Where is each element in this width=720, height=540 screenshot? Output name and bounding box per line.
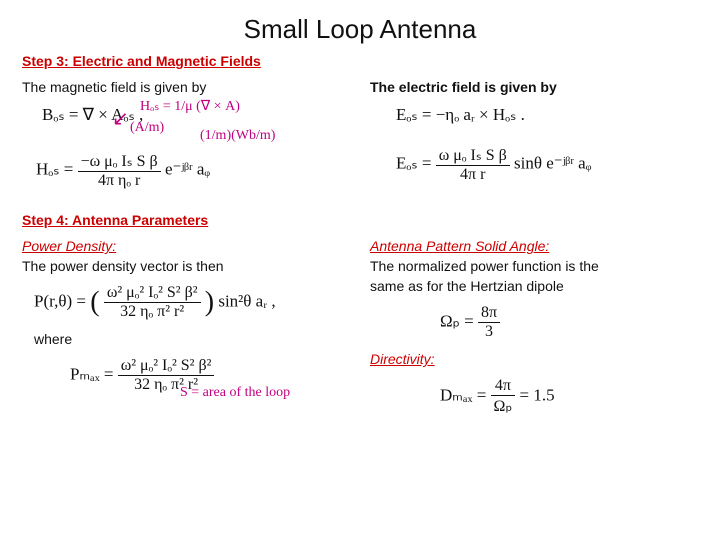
solid-angle-intro2: same as for the Hertzian dipole (370, 278, 698, 294)
eq-eos2-num: ω μₒ Iₛ S β (436, 145, 510, 166)
eq-eos2-lhs: Eₒₛ = (396, 153, 431, 172)
eq-eos2: Eₒₛ = ω μₒ Iₛ S β 4π r sinθ e⁻ʲᵝʳ aᵩ (396, 145, 698, 184)
step3-right-intro: The electric field is given by (370, 79, 698, 95)
step4-heading: Step 4: Antenna Parameters (22, 212, 698, 228)
eq-p: P(r,θ) = ( ω² μₒ² Iₒ² S² β² 32 ηₒ π² r² … (34, 284, 350, 321)
eq-eos2-frac: ω μₒ Iₛ S β 4π r (436, 145, 510, 184)
eq-dmax-frac: 4π Ωₚ (491, 377, 516, 416)
handnote-1: Hₒₛ = 1/μ (∇ × A) (140, 98, 240, 115)
solid-angle-intro1: The normalized power function is the (370, 258, 698, 274)
page-title: Small Loop Antenna (22, 14, 698, 45)
eq-dmax-num: 4π (491, 377, 516, 396)
eq-hos-tail: e⁻ʲᵝʳ aᵩ (165, 159, 210, 178)
handnote-2: (A/m) (130, 120, 164, 136)
eq-eos1: Eₒₛ = −ηₒ aᵣ × Hₒₛ . (396, 105, 698, 125)
eq-eos2-tail: sinθ e⁻ʲᵝʳ aᵩ (514, 153, 591, 172)
solid-angle-hdr: Antenna Pattern Solid Angle: (370, 238, 698, 254)
eq-p-den: 32 ηₒ π² r² (104, 303, 201, 321)
eq-dmax-val: = 1.5 (520, 385, 555, 404)
eq-p-lhs: P(r,θ) = (34, 291, 86, 310)
eq-dmax-lhs: Dₘₐₓ = (440, 385, 486, 404)
step4-right: Antenna Pattern Solid Angle: The normali… (370, 234, 698, 426)
power-density-hdr: Power Density: (22, 238, 350, 254)
eq-hos: Hₒₛ = −ω μₒ Iₛ S β 4π ηₒ r e⁻ʲᵝʳ aᵩ (36, 151, 350, 190)
eq-hos-num: −ω μₒ Iₛ S β (78, 151, 161, 172)
step3-left-intro: The magnetic field is given by (22, 79, 350, 95)
eq-p-frac: ω² μₒ² Iₒ² S² β² 32 ηₒ π² r² (104, 284, 201, 321)
eq-dmax-den: Ωₚ (491, 396, 516, 416)
eq-omega-den: 3 (478, 323, 500, 341)
eq-dmax: Dₘₐₓ = 4π Ωₚ = 1.5 (440, 377, 698, 416)
lparen-icon: ( (90, 287, 99, 318)
step4-columns: Power Density: The power density vector … (22, 234, 698, 426)
power-density-intro: The power density vector is then (22, 258, 350, 274)
eq-eos2-den: 4π r (436, 166, 510, 184)
eq-p-num: ω² μₒ² Iₒ² S² β² (104, 284, 201, 303)
eq-omega: Ωₚ = 8π 3 (440, 304, 698, 341)
eq-hos-lhs: Hₒₛ = (36, 159, 73, 178)
eq-pmax-num: ω² μₒ² Iₒ² S² β² (118, 357, 215, 376)
eq-omega-frac: 8π 3 (478, 304, 500, 341)
step3-heading: Step 3: Electric and Magnetic Fields (22, 53, 698, 69)
step3-left: The magnetic field is given by Bₒₛ = ∇ ×… (22, 75, 350, 200)
handnote-4: S = area of the loop (180, 385, 290, 401)
rparen-icon: ) (205, 287, 214, 318)
step3-columns: The magnetic field is given by Bₒₛ = ∇ ×… (22, 75, 698, 200)
eq-p-tail: sin²θ aᵣ , (218, 291, 275, 310)
where-label: where (34, 331, 350, 347)
handnote-3: (1/m)(Wb/m) (200, 128, 275, 144)
eq-omega-num: 8π (478, 304, 500, 323)
eq-omega-lhs: Ωₚ = (440, 311, 474, 330)
directivity-hdr: Directivity: (370, 351, 698, 367)
step3-right: The electric field is given by Eₒₛ = −ηₒ… (370, 75, 698, 200)
handnote-arrow-icon: ↙ (112, 106, 129, 131)
eq-hos-frac: −ω μₒ Iₛ S β 4π ηₒ r (78, 151, 161, 190)
eq-pmax-lhs: Pₘₐₓ = (70, 364, 113, 383)
eq-hos-den: 4π ηₒ r (78, 172, 161, 190)
